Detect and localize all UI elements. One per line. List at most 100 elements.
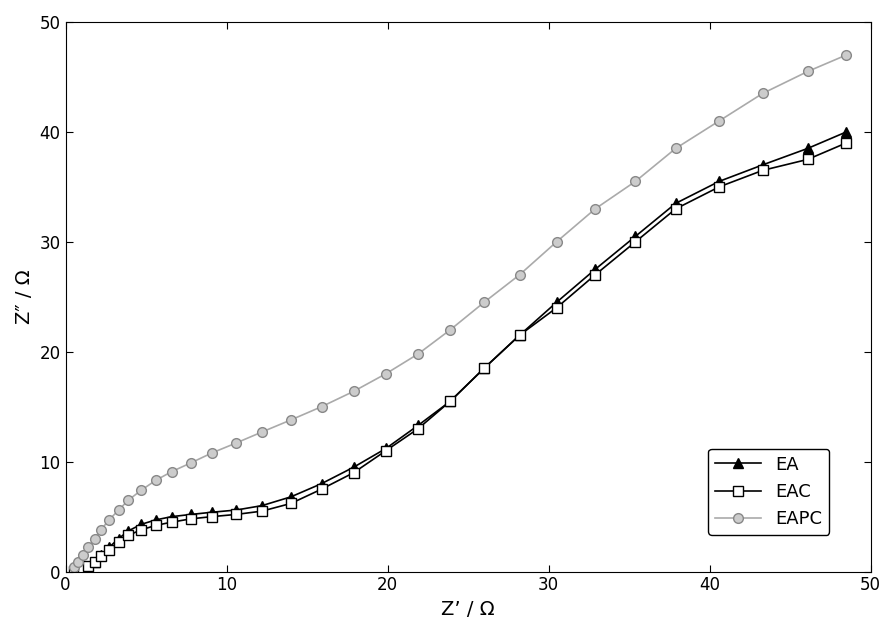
EA (841, 128, 852, 136)
EAC (82, 562, 93, 570)
EA (136, 521, 147, 528)
EA (82, 562, 93, 570)
EA (413, 422, 424, 429)
EAC (136, 526, 147, 534)
EAPC (757, 89, 768, 97)
EA (104, 543, 115, 551)
EAC (841, 139, 852, 146)
EAPC (123, 496, 134, 504)
EA (89, 558, 99, 566)
EAC (96, 552, 107, 560)
EA (185, 510, 196, 518)
EAC (590, 271, 600, 278)
EAC (445, 398, 456, 405)
EA (231, 506, 242, 514)
EA (73, 566, 84, 574)
EAPC (841, 51, 852, 59)
EAC (73, 566, 84, 574)
EAPC (670, 145, 681, 152)
Y-axis label: Z″ / Ω: Z″ / Ω (15, 269, 34, 324)
EAPC (207, 449, 218, 456)
EAPC (151, 477, 161, 484)
EAC (551, 304, 562, 311)
EAC (185, 515, 196, 522)
EAC (714, 183, 725, 191)
EAPC (413, 350, 424, 358)
EAPC (113, 506, 124, 514)
EA (123, 527, 134, 534)
EAC (286, 500, 297, 507)
EAPC (445, 326, 456, 333)
EA (113, 535, 124, 543)
EAPC (89, 535, 99, 543)
EA (167, 513, 177, 521)
EA (445, 398, 456, 405)
EAC (514, 332, 525, 339)
EAPC (167, 468, 177, 476)
EA (68, 567, 79, 575)
EAC (670, 205, 681, 212)
EA (478, 365, 489, 372)
EA (757, 161, 768, 169)
EA (207, 508, 218, 516)
EA (381, 444, 392, 452)
EAC (207, 513, 218, 521)
EA (670, 200, 681, 207)
EA (256, 502, 267, 510)
EA (630, 233, 641, 240)
EAPC (590, 205, 600, 212)
EAC (757, 167, 768, 174)
EAPC (551, 238, 562, 245)
EAC (78, 565, 89, 573)
EA (802, 145, 813, 152)
Legend: EA, EAC, EAPC: EA, EAC, EAPC (708, 449, 830, 535)
EAC (167, 519, 177, 526)
EA (590, 266, 600, 273)
EAPC (514, 271, 525, 278)
EAC (123, 531, 134, 539)
EAPC (714, 117, 725, 125)
EAPC (630, 178, 641, 185)
EA (286, 493, 297, 501)
EAC (104, 546, 115, 553)
EAPC (82, 543, 93, 551)
EAPC (349, 387, 359, 395)
EAC (256, 507, 267, 515)
EAPC (78, 552, 89, 559)
EA (349, 463, 359, 471)
EA (551, 299, 562, 306)
EAPC (73, 558, 84, 566)
EAC (89, 558, 99, 566)
Line: EAPC: EAPC (69, 50, 851, 572)
EA (714, 178, 725, 185)
EAPC (802, 68, 813, 75)
EAC (381, 447, 392, 455)
EAPC (96, 526, 107, 534)
EA (96, 552, 107, 559)
EAC (349, 469, 359, 477)
EAC (630, 238, 641, 245)
EAPC (286, 416, 297, 424)
Line: EA: EA (69, 127, 851, 576)
EA (514, 332, 525, 339)
EAPC (256, 428, 267, 436)
EAC (231, 510, 242, 518)
EAC (68, 567, 79, 575)
EAPC (68, 564, 79, 571)
EAC (113, 538, 124, 546)
EAPC (381, 370, 392, 377)
EAPC (316, 403, 327, 410)
EA (151, 516, 161, 524)
EAPC (231, 439, 242, 447)
EAC (478, 365, 489, 372)
EA (316, 480, 327, 488)
EAC (413, 425, 424, 432)
EA (78, 565, 89, 573)
EAPC (136, 486, 147, 494)
EAPC (185, 459, 196, 467)
X-axis label: Z’ / Ω: Z’ / Ω (441, 600, 495, 619)
EAC (316, 486, 327, 493)
EAC (151, 522, 161, 529)
EAPC (104, 516, 115, 524)
Line: EAC: EAC (69, 138, 851, 576)
